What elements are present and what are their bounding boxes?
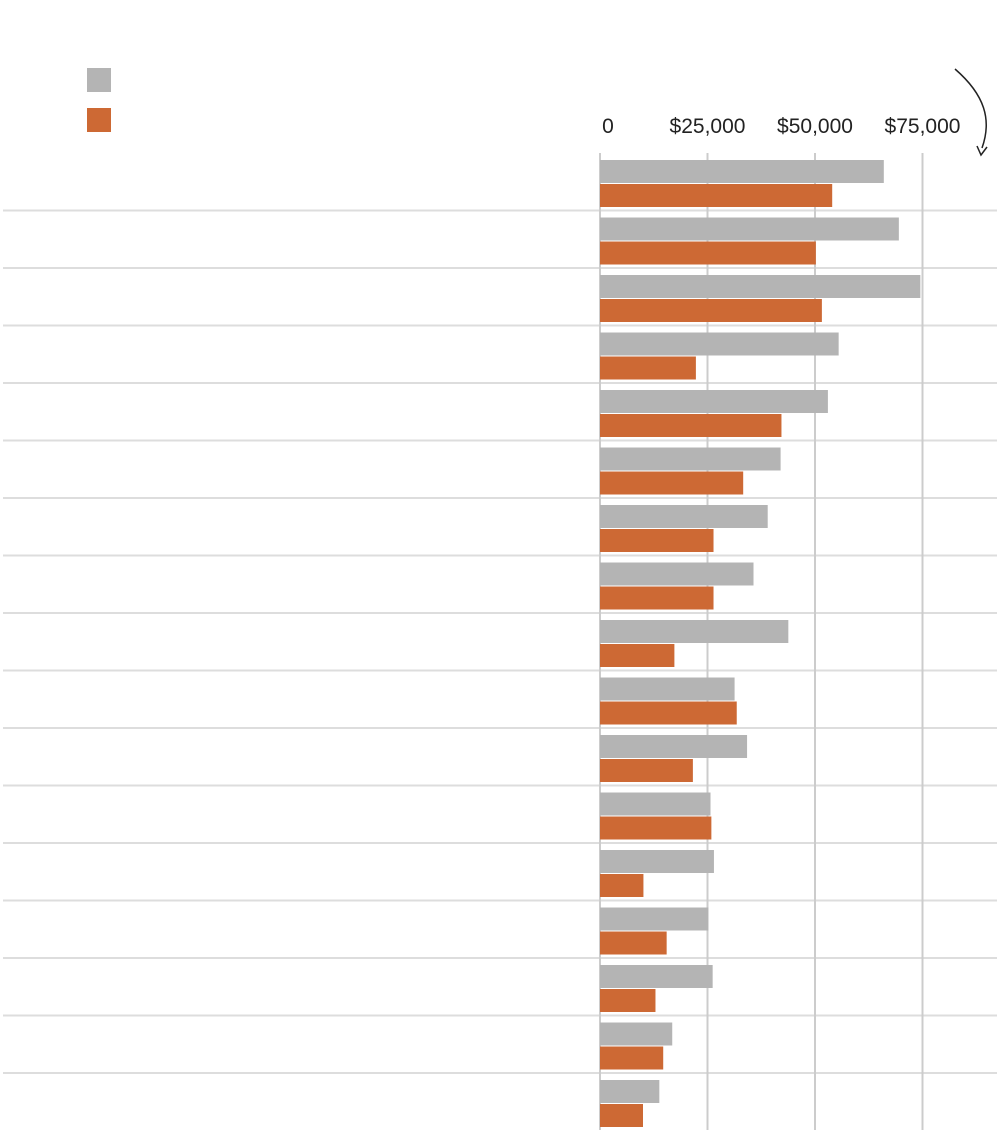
bar-series-1 <box>600 620 789 643</box>
bar-series-2 <box>600 759 693 782</box>
bar-series-1 <box>600 735 748 758</box>
bar-series-2 <box>600 471 744 495</box>
bar-series-2 <box>600 299 822 322</box>
bar-series-2 <box>600 414 782 437</box>
bar-series-2 <box>600 1104 643 1127</box>
bar-series-1 <box>600 677 735 701</box>
bar-series-2 <box>600 701 737 725</box>
bar-series-2 <box>600 1046 664 1070</box>
x-tick-label: $75,000 <box>885 115 961 138</box>
bar-series-1 <box>600 217 899 241</box>
bar-series-2 <box>600 989 656 1012</box>
x-axis: 0 $25,000 $50,000 $75,000 <box>602 115 960 138</box>
legend <box>87 68 111 132</box>
bar-series-1 <box>600 275 921 298</box>
bar-series-1 <box>600 332 839 356</box>
row-separators <box>3 209 997 1074</box>
bar-series-1 <box>600 390 828 413</box>
bar-series-2 <box>600 931 667 955</box>
annotation-arrow-icon <box>954 68 987 149</box>
bar-series-1 <box>600 792 711 816</box>
legend-swatch-series-1 <box>87 68 111 92</box>
bar-series-2 <box>600 529 714 552</box>
bar-series-2 <box>600 241 816 265</box>
bar-series-1 <box>600 1022 673 1046</box>
bar-series-2 <box>600 874 644 897</box>
bar-series-2 <box>600 356 696 380</box>
bar-series-1 <box>600 965 713 988</box>
x-tick-label: $25,000 <box>670 115 746 138</box>
legend-swatch-series-2 <box>87 108 111 132</box>
bar-series-1 <box>600 850 714 873</box>
annotation-arrowhead-icon <box>976 145 988 157</box>
bar-series-1 <box>600 447 781 471</box>
bar-series-1 <box>600 505 768 528</box>
bar-series-2 <box>600 586 714 610</box>
bar-series-1 <box>600 160 884 183</box>
bar-series-1 <box>600 562 754 586</box>
bar-series-2 <box>600 644 675 667</box>
bars <box>600 160 921 1127</box>
bar-series-1 <box>600 1080 660 1103</box>
bar-series-2 <box>600 816 712 840</box>
bar-series-1 <box>600 907 709 931</box>
bar-series-2 <box>600 184 833 207</box>
x-tick-label: $50,000 <box>777 115 853 138</box>
x-tick-label: 0 <box>602 115 614 138</box>
